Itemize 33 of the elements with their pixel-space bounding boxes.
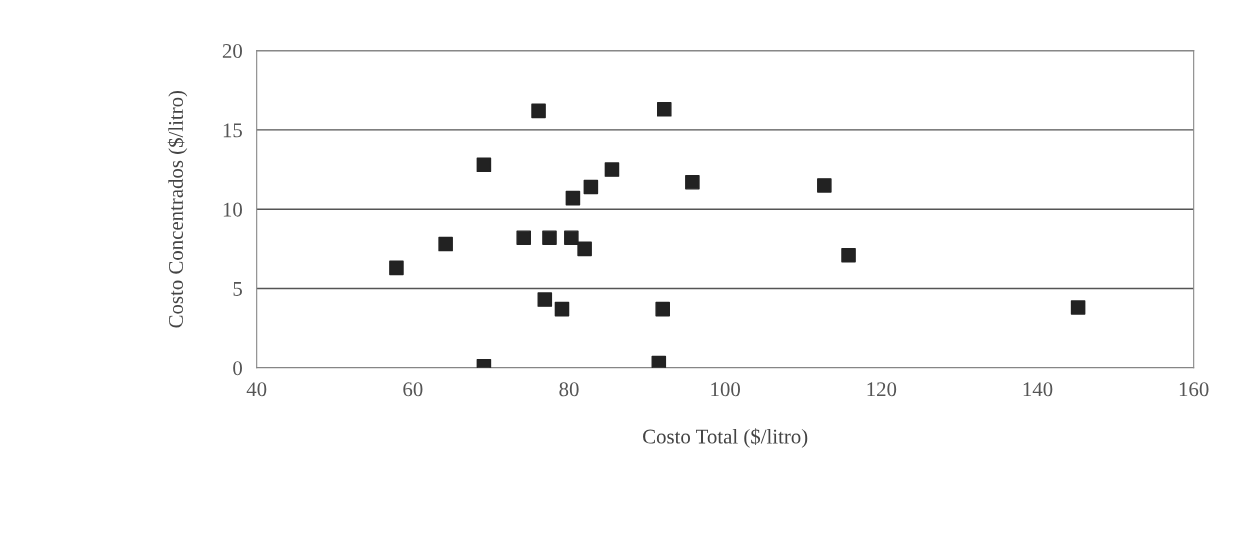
y-axis-title: Costo Concentrados ($/litro) [167, 90, 188, 328]
point [537, 292, 553, 307]
x-tick-label: 160 [1179, 382, 1209, 397]
y-tick-label: 10 [223, 202, 242, 217]
x-tick-label: 140 [1023, 382, 1053, 397]
point [565, 190, 581, 206]
point [841, 247, 856, 263]
point [817, 178, 832, 193]
y-tick-label: 20 [222, 44, 242, 59]
point [476, 157, 492, 173]
point [438, 236, 453, 252]
y-tick-label: 0 [233, 361, 242, 376]
x-axis-title: Costo Total ($/litro) [643, 428, 808, 448]
point [389, 260, 404, 276]
y-tick-label: 15 [223, 123, 242, 138]
point [577, 241, 592, 257]
x-tick-label: 100 [711, 382, 740, 397]
point [604, 162, 620, 177]
y-tick-label: 5 [233, 282, 242, 296]
x-tick-label: 120 [867, 382, 897, 397]
point [564, 230, 579, 246]
point [1070, 300, 1086, 315]
point [554, 301, 570, 317]
x-tick-label: 60 [403, 382, 423, 397]
point [583, 179, 599, 195]
x-tick-label: 40 [246, 382, 267, 397]
point [685, 174, 700, 190]
point [516, 230, 532, 246]
point [542, 230, 557, 246]
point [656, 102, 672, 117]
point [531, 103, 546, 119]
point [655, 301, 670, 317]
x-tick-label: 80 [559, 382, 579, 397]
